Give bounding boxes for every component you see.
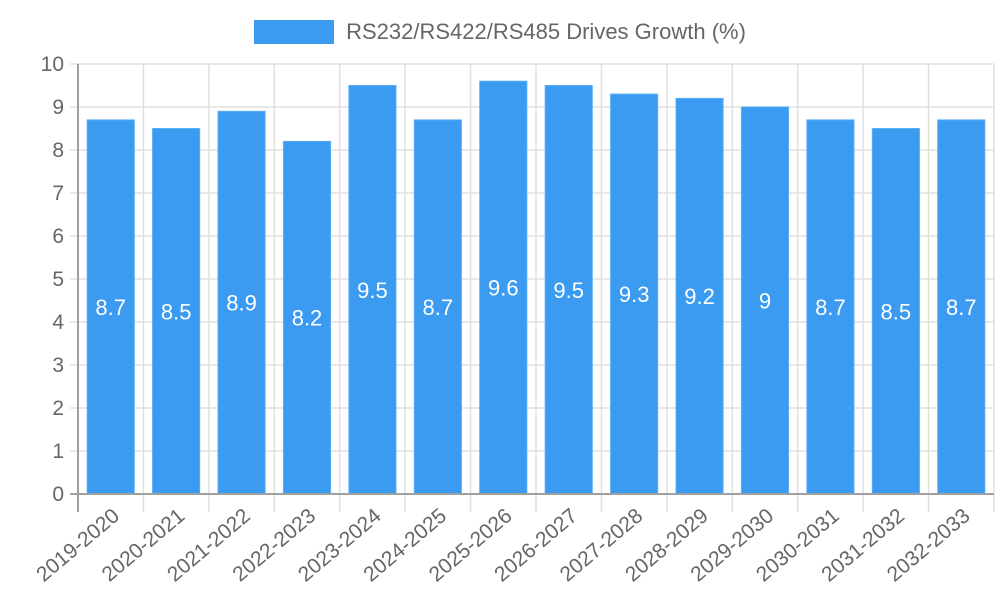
y-tick-label: 4 bbox=[52, 311, 64, 334]
y-tick-label: 7 bbox=[52, 182, 64, 205]
legend-swatch bbox=[254, 20, 335, 44]
y-tick-label: 2 bbox=[52, 397, 64, 420]
y-tick-label: 1 bbox=[52, 440, 64, 463]
bar-value-label: 8.7 bbox=[423, 295, 454, 320]
value-labels: 8.7 8.5 8.9 8.2 9.5 8.7 9.6 9.5 9.3 9.2 9 8.7 8.5 8.7 bbox=[95, 276, 976, 331]
bar-value-label: 9 bbox=[759, 289, 771, 314]
bar[interactable] bbox=[806, 119, 855, 495]
bar[interactable] bbox=[348, 85, 397, 495]
bar[interactable] bbox=[152, 128, 201, 495]
y-tick-label: 3 bbox=[52, 354, 64, 377]
y-tick-label: 5 bbox=[52, 268, 64, 291]
bar[interactable] bbox=[544, 85, 593, 495]
bar-value-label: 8.5 bbox=[881, 299, 912, 324]
y-tick-label: 6 bbox=[52, 225, 64, 248]
bar-value-label: 8.7 bbox=[946, 295, 977, 320]
chart-legend[interactable]: RS232/RS422/RS485 Drives Growth (%) bbox=[0, 18, 1000, 46]
bar-value-label: 9.5 bbox=[553, 278, 584, 303]
bar-value-label: 8.9 bbox=[226, 291, 257, 316]
bar[interactable] bbox=[937, 119, 986, 495]
bar[interactable] bbox=[610, 93, 659, 495]
y-tick-label: 0 bbox=[52, 483, 64, 506]
y-tick-label: 9 bbox=[52, 96, 64, 119]
bar-value-label: 8.7 bbox=[95, 295, 126, 320]
bar-value-label: 9.5 bbox=[357, 278, 388, 303]
y-tick-label: 10 bbox=[41, 53, 64, 76]
y-axis-labels: 0 1 2 3 4 5 6 7 8 9 10 bbox=[41, 53, 65, 506]
bar[interactable] bbox=[740, 106, 790, 495]
x-axis-labels: 2019-20202020-20212021-20222022-20232023… bbox=[32, 504, 974, 586]
bar[interactable] bbox=[413, 119, 462, 495]
legend-label: RS232/RS422/RS485 Drives Growth (%) bbox=[346, 19, 746, 44]
bar-value-label: 9.2 bbox=[684, 284, 715, 309]
bar[interactable] bbox=[86, 119, 135, 495]
bar[interactable] bbox=[479, 80, 528, 495]
bar[interactable] bbox=[675, 97, 724, 495]
axes bbox=[70, 64, 994, 512]
y-tick-label: 8 bbox=[52, 139, 64, 162]
bars bbox=[86, 80, 986, 495]
bar-value-label: 8.5 bbox=[161, 299, 192, 324]
bar[interactable] bbox=[871, 128, 920, 495]
grid-lines bbox=[70, 63, 995, 512]
bar-value-label: 9.6 bbox=[488, 276, 519, 301]
bar-value-label: 8.7 bbox=[815, 295, 846, 320]
bar-value-label: 9.3 bbox=[619, 282, 650, 307]
bar-value-label: 8.2 bbox=[292, 306, 323, 331]
bar[interactable] bbox=[282, 140, 332, 495]
